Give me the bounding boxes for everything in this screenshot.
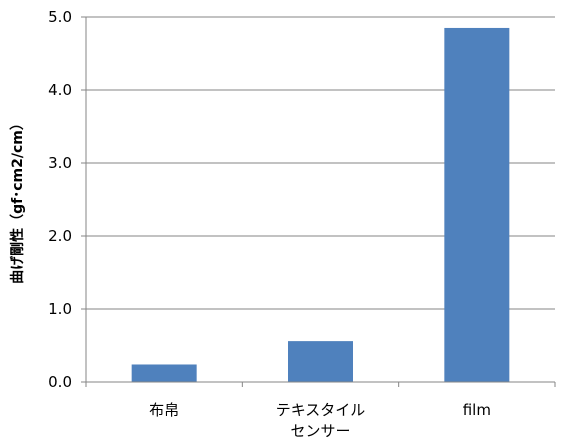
x-tick-label: テキスタイルセンサー xyxy=(276,401,366,440)
y-tick-label: 3.0 xyxy=(48,154,72,172)
bar xyxy=(444,27,510,382)
y-tick-label: 0.0 xyxy=(48,373,72,391)
bar xyxy=(131,364,197,382)
x-tick-label: 布帛 xyxy=(149,401,179,419)
y-axis-title: 曲げ剛性（gf･cm2/cm） xyxy=(9,116,26,284)
axes xyxy=(81,16,556,387)
y-tick-label: 5.0 xyxy=(48,8,72,26)
y-tick-label: 2.0 xyxy=(48,227,72,245)
y-tick-label: 4.0 xyxy=(48,81,72,99)
bar xyxy=(288,341,353,382)
x-tick-label: film xyxy=(463,401,491,419)
x-tick-labels: 布帛 テキスタイルセンサー film xyxy=(149,401,491,440)
y-tick-labels: 0.0 1.0 2.0 3.0 4.0 5.0 xyxy=(48,8,72,391)
y-tick-label: 1.0 xyxy=(48,300,72,318)
bars xyxy=(131,27,510,382)
